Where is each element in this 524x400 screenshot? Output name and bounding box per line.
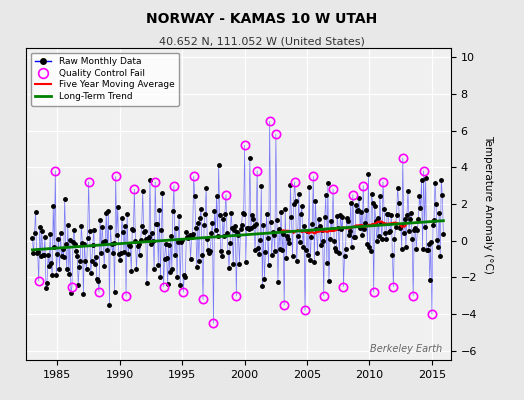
Text: NORWAY - KAMAS 10 W UTAH: NORWAY - KAMAS 10 W UTAH (146, 12, 378, 26)
Text: Berkeley Earth: Berkeley Earth (370, 344, 442, 354)
Legend: Raw Monthly Data, Quality Control Fail, Five Year Moving Average, Long-Term Tren: Raw Monthly Data, Quality Control Fail, … (31, 52, 179, 106)
Text: 40.652 N, 111.052 W (United States): 40.652 N, 111.052 W (United States) (159, 36, 365, 46)
Y-axis label: Temperature Anomaly (°C): Temperature Anomaly (°C) (484, 134, 494, 274)
